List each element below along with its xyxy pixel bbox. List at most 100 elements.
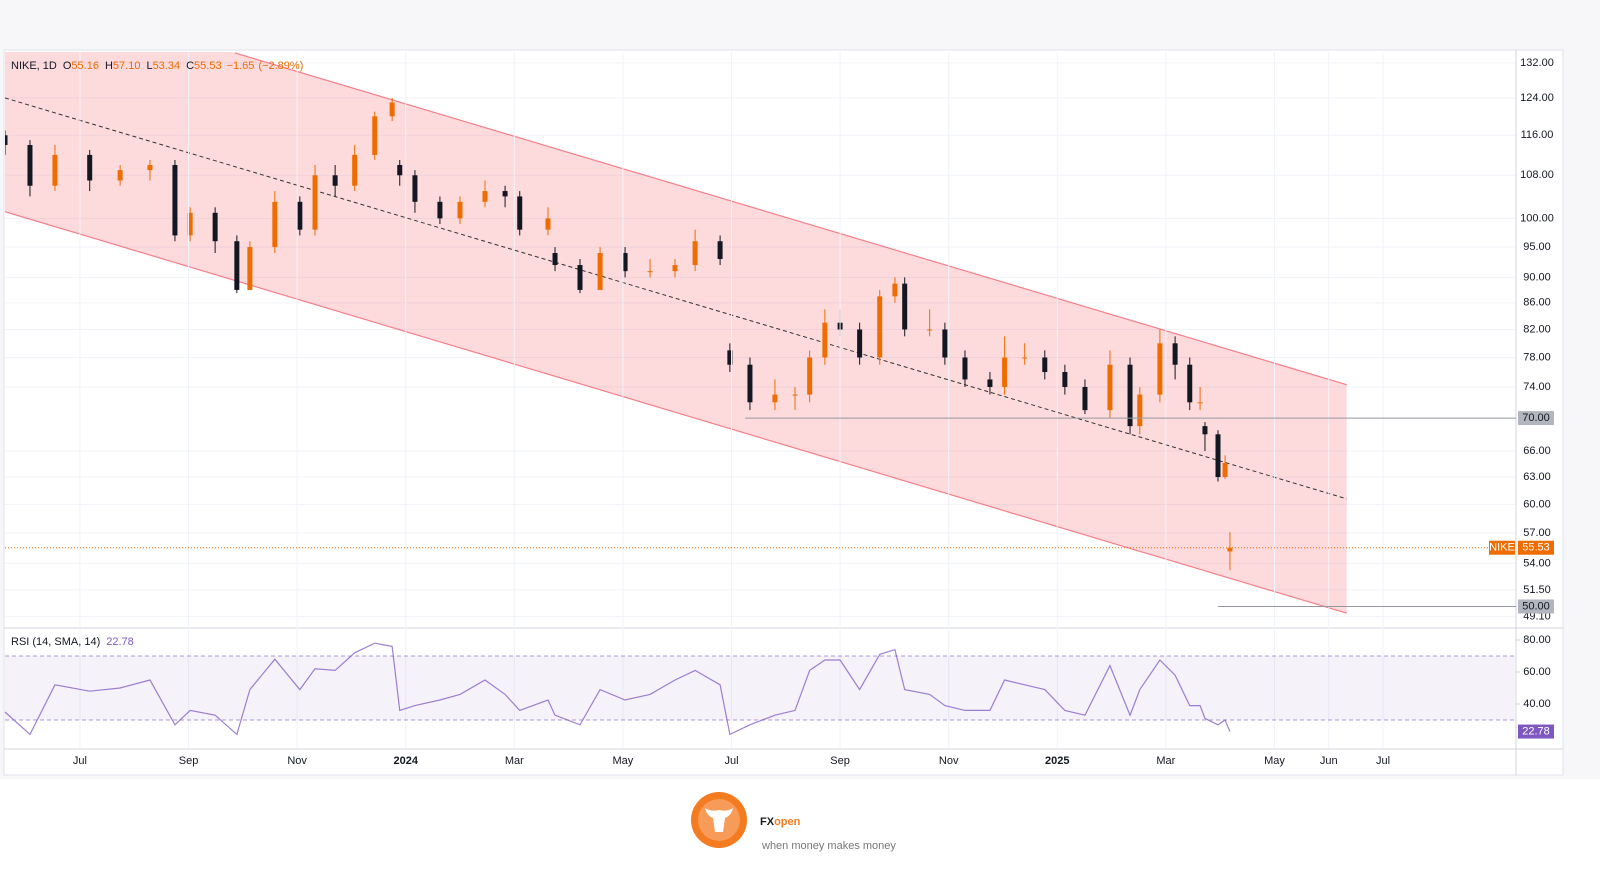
logo-open: open xyxy=(774,816,801,828)
candle-body xyxy=(457,201,463,219)
ohlc-value: 57.10 xyxy=(113,60,141,72)
candle-body xyxy=(297,201,303,230)
x-tick-label: Mar xyxy=(1156,755,1175,767)
x-tick-label: 2024 xyxy=(393,755,418,767)
rsi-legend-value: 22.78 xyxy=(106,636,134,648)
candle-body xyxy=(927,329,933,331)
y-tick-label: 57.00 xyxy=(1523,527,1551,539)
candle-body xyxy=(389,102,395,117)
candle-body xyxy=(942,329,948,358)
x-tick-label: Nov xyxy=(939,755,959,767)
symbol-tag-label: NIKE xyxy=(1489,542,1515,554)
y-tick-label: 60.00 xyxy=(1523,498,1551,510)
candle-body xyxy=(234,241,240,290)
candle-body xyxy=(247,247,253,290)
y-tick-label: 132.00 xyxy=(1520,57,1554,69)
candle-body xyxy=(692,241,698,266)
candle-body xyxy=(1187,364,1193,403)
y-tick-label: 108.00 xyxy=(1520,169,1554,181)
candle-body xyxy=(147,165,153,171)
x-tick-label: Sep xyxy=(179,755,199,767)
y-tick-label: 74.00 xyxy=(1523,381,1551,393)
x-tick-label: 2025 xyxy=(1045,755,1069,767)
candle-body xyxy=(552,253,558,266)
candle-body xyxy=(647,271,653,273)
y-tick-label: 78.00 xyxy=(1523,351,1551,363)
candle-body xyxy=(272,201,278,248)
rsi-tick-label: 60.00 xyxy=(1523,666,1551,678)
level-tag xyxy=(1518,599,1554,614)
ohlc-value: 55.16 xyxy=(71,60,99,72)
level-tag xyxy=(1518,411,1554,426)
y-tick-label: 86.00 xyxy=(1523,297,1551,309)
candle-body xyxy=(1127,364,1133,427)
level-tag-label: 50.00 xyxy=(1522,600,1550,612)
rsi-tick-label: 40.00 xyxy=(1523,698,1551,710)
y-tick-label: 90.00 xyxy=(1523,271,1551,283)
ohlc-key: O xyxy=(63,60,72,72)
candle-body xyxy=(5,135,8,146)
candle-body xyxy=(1197,402,1203,404)
candle-body xyxy=(437,201,443,219)
ohlc-key: H xyxy=(105,60,113,72)
candle-body xyxy=(1202,426,1208,435)
ohlc-value: 53.34 xyxy=(153,60,181,72)
y-tick-label: 51.50 xyxy=(1523,584,1551,596)
candle-body xyxy=(1222,463,1228,478)
candle-body xyxy=(1107,364,1113,411)
candle-body xyxy=(1022,357,1028,359)
rsi-legend-name: RSI (14, SMA, 14) xyxy=(11,636,100,648)
candle-body xyxy=(622,253,628,272)
chart-panel xyxy=(3,49,1564,776)
x-tick-label: May xyxy=(613,755,634,767)
y-tick-label: 63.00 xyxy=(1523,471,1551,483)
x-tick-label: Sep xyxy=(830,755,850,767)
price-tag xyxy=(1518,540,1554,555)
footer xyxy=(0,779,1600,879)
y-tick-label: 95.00 xyxy=(1523,241,1551,253)
candle-body xyxy=(212,212,218,242)
candle-body xyxy=(502,191,508,197)
candle-body xyxy=(1227,547,1233,552)
candle-body xyxy=(117,170,123,181)
plot-area xyxy=(5,52,1515,618)
candle-body xyxy=(87,154,93,181)
level-tag-label: 70.00 xyxy=(1522,412,1550,424)
x-tick-label: Jul xyxy=(73,755,87,767)
candle-body xyxy=(352,154,358,186)
x-tick-label: Mar xyxy=(505,755,524,767)
channel-midline xyxy=(5,97,1347,500)
candle-body xyxy=(597,253,603,290)
rsi-tag-label: 22.78 xyxy=(1522,725,1550,737)
candle-body xyxy=(892,283,898,297)
candle-body xyxy=(1157,343,1163,395)
y-tick-label: 82.00 xyxy=(1523,323,1551,335)
candle-body xyxy=(727,350,733,365)
candle-body xyxy=(1137,394,1143,427)
logo-fx: FX xyxy=(760,816,775,828)
candle-body xyxy=(1172,343,1178,365)
candle-body xyxy=(987,379,993,387)
ohlc-value: 55.53 xyxy=(194,60,222,72)
candle-body xyxy=(792,394,798,396)
x-tick-label: Nov xyxy=(287,755,307,767)
candle-body xyxy=(807,357,813,395)
candle-body xyxy=(372,116,378,155)
candle-body xyxy=(717,241,723,260)
candle-body xyxy=(857,329,863,358)
candle-body xyxy=(172,165,178,236)
x-tick-label: Jun xyxy=(1320,755,1338,767)
rsi-tick-label: 80.00 xyxy=(1523,634,1551,646)
y-tick-label: 124.00 xyxy=(1520,92,1554,104)
ohlc-key: L xyxy=(146,60,152,72)
candle-body xyxy=(545,218,551,230)
rsi-line xyxy=(4,642,1231,736)
candle-body xyxy=(187,212,193,236)
logo-brand: FXopen xyxy=(760,816,801,828)
candle-body xyxy=(1215,434,1221,478)
candle-body xyxy=(962,357,968,380)
candle-body xyxy=(1042,357,1048,373)
channel-line xyxy=(5,211,1347,614)
logo-tagline: when money makes money xyxy=(761,840,896,852)
